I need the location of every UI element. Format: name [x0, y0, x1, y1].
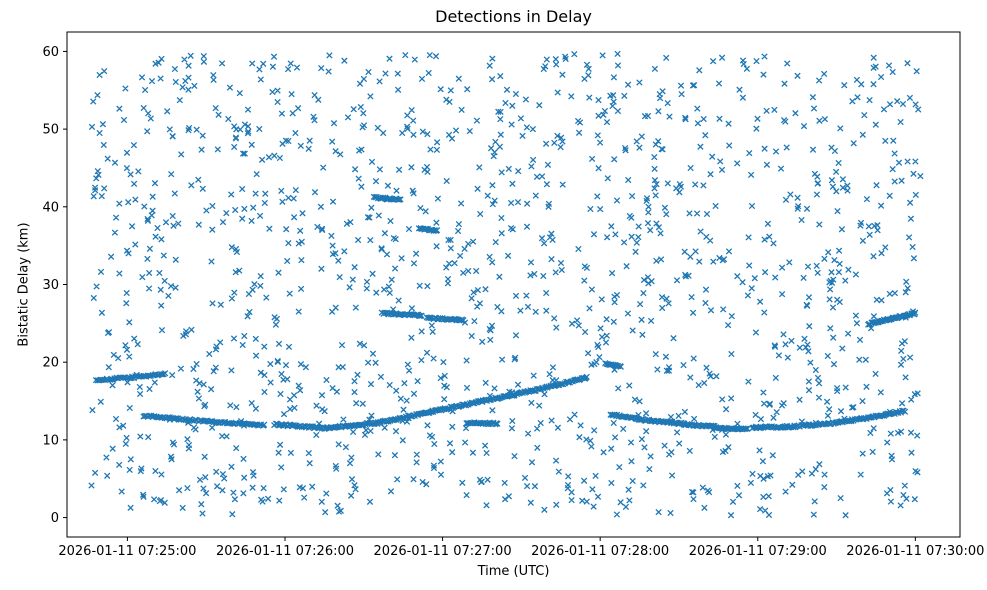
x-tick-label: 2026-01-11 07:27:00	[374, 544, 512, 559]
y-tick-label: 40	[42, 200, 59, 215]
y-tick-label: 10	[42, 433, 59, 448]
x-tick-label: 2026-01-11 07:28:00	[531, 544, 669, 559]
axis-ticks: 2026-01-11 07:25:00 2026-01-11 07:26:00 20…	[42, 45, 984, 559]
y-tick-label: 50	[42, 123, 59, 138]
x-tick-label: 2026-01-11 07:30:00	[846, 544, 984, 559]
x-tick-label: 2026-01-11 07:26:00	[216, 544, 354, 559]
x-axis-label: Time (UTC)	[477, 564, 550, 579]
chart-title: Detections in Delay	[435, 7, 592, 26]
x-tick-label: 2026-01-11 07:29:00	[689, 544, 827, 559]
y-tick-label: 30	[42, 278, 59, 293]
clutter-detections-markers	[88, 50, 924, 519]
target-track-markers	[92, 193, 919, 433]
y-tick-label: 60	[42, 45, 59, 60]
x-tick-label: 2026-01-11 07:25:00	[58, 544, 196, 559]
y-tick-label: 20	[42, 356, 59, 371]
y-axis-label: Bistatic Delay (km)	[16, 222, 32, 347]
y-tick-label: 0	[51, 511, 59, 526]
